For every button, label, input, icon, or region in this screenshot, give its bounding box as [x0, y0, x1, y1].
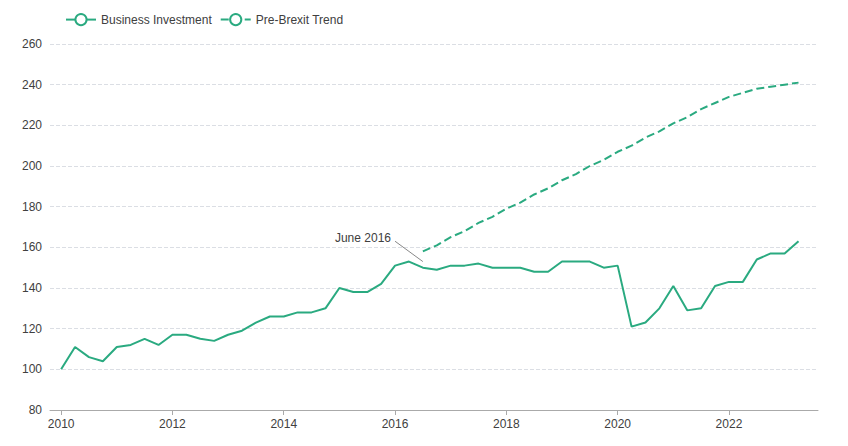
svg-text:June 2016: June 2016 [335, 231, 391, 245]
svg-text:140: 140 [22, 281, 42, 295]
svg-text:2022: 2022 [716, 417, 743, 431]
svg-text:80: 80 [29, 403, 43, 417]
svg-text:180: 180 [22, 200, 42, 214]
svg-text:Business Investment: Business Investment [101, 13, 212, 27]
svg-text:2010: 2010 [48, 417, 75, 431]
svg-text:260: 260 [22, 37, 42, 51]
svg-text:2020: 2020 [604, 417, 631, 431]
svg-text:240: 240 [22, 78, 42, 92]
svg-text:2014: 2014 [270, 417, 297, 431]
svg-text:100: 100 [22, 362, 42, 376]
svg-text:2018: 2018 [493, 417, 520, 431]
svg-text:2012: 2012 [159, 417, 186, 431]
svg-text:200: 200 [22, 159, 42, 173]
svg-text:Pre-Brexit Trend: Pre-Brexit Trend [256, 13, 343, 27]
svg-text:2016: 2016 [382, 417, 409, 431]
svg-text:220: 220 [22, 118, 42, 132]
svg-text:120: 120 [22, 322, 42, 336]
svg-text:160: 160 [22, 240, 42, 254]
